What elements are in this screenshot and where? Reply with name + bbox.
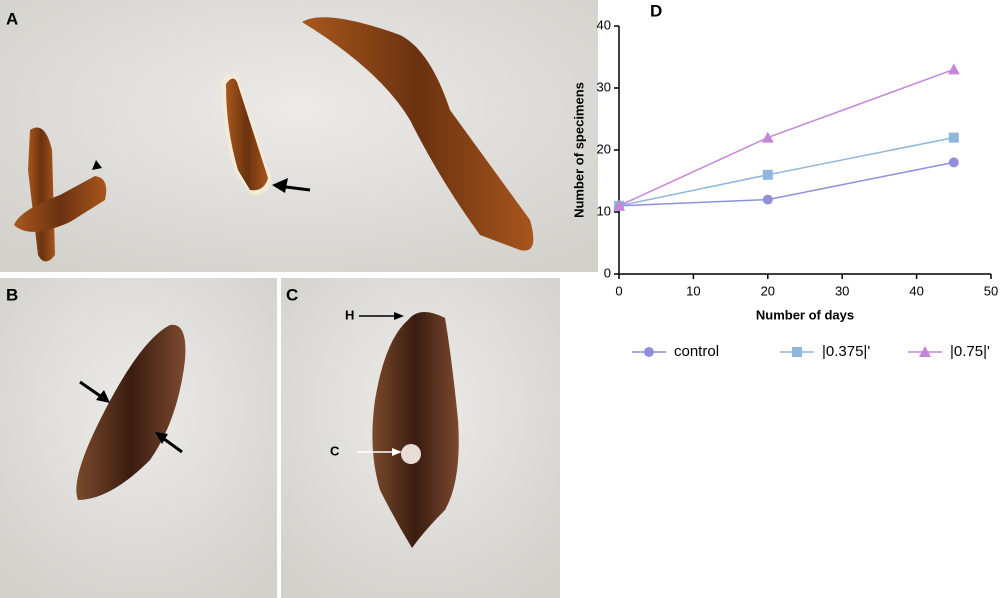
chart-title: D	[650, 1, 662, 20]
x-axis-label: Number of days	[756, 307, 854, 322]
data-point	[762, 169, 773, 180]
y-tick-label: 10	[597, 203, 611, 218]
x-tick-label: 50	[984, 283, 998, 298]
x-tick-label: 20	[761, 283, 775, 298]
y-tick-label: 0	[604, 265, 611, 280]
x-tick-label: 30	[835, 283, 849, 298]
data-point	[762, 194, 773, 205]
x-tick-label: 10	[686, 283, 700, 298]
annotation: C	[330, 443, 340, 458]
legend-label: |0.375|'	[822, 343, 870, 360]
legend-marker	[644, 347, 654, 357]
data-point	[948, 157, 959, 168]
series-line	[618, 161, 954, 207]
photo-b: B	[0, 278, 277, 598]
y-tick-label: 30	[597, 79, 611, 94]
panel-label: A	[6, 9, 18, 28]
annotation: H	[345, 307, 354, 322]
x-tick-label: 0	[615, 283, 622, 298]
photo-c: C H C	[281, 278, 560, 598]
legend-label: control	[674, 343, 719, 360]
data-point	[613, 199, 625, 211]
legend-label: |0.75|'	[950, 343, 990, 360]
data-point	[948, 132, 959, 143]
y-tick-label: 40	[597, 17, 611, 32]
photo-a: A	[0, 0, 598, 272]
panel-label: B	[6, 285, 18, 304]
legend-marker	[919, 346, 931, 357]
y-tick-label: 20	[597, 141, 611, 156]
panel-label: C	[286, 285, 298, 304]
y-axis-label: Number of specimens	[571, 82, 586, 218]
data-point	[761, 131, 774, 143]
legend-marker	[792, 347, 802, 357]
series-line	[618, 68, 955, 207]
chart: D Number of days Number of specimens 0 10…	[571, 1, 998, 359]
data-point	[947, 63, 960, 75]
x-tick-label: 40	[909, 283, 923, 298]
